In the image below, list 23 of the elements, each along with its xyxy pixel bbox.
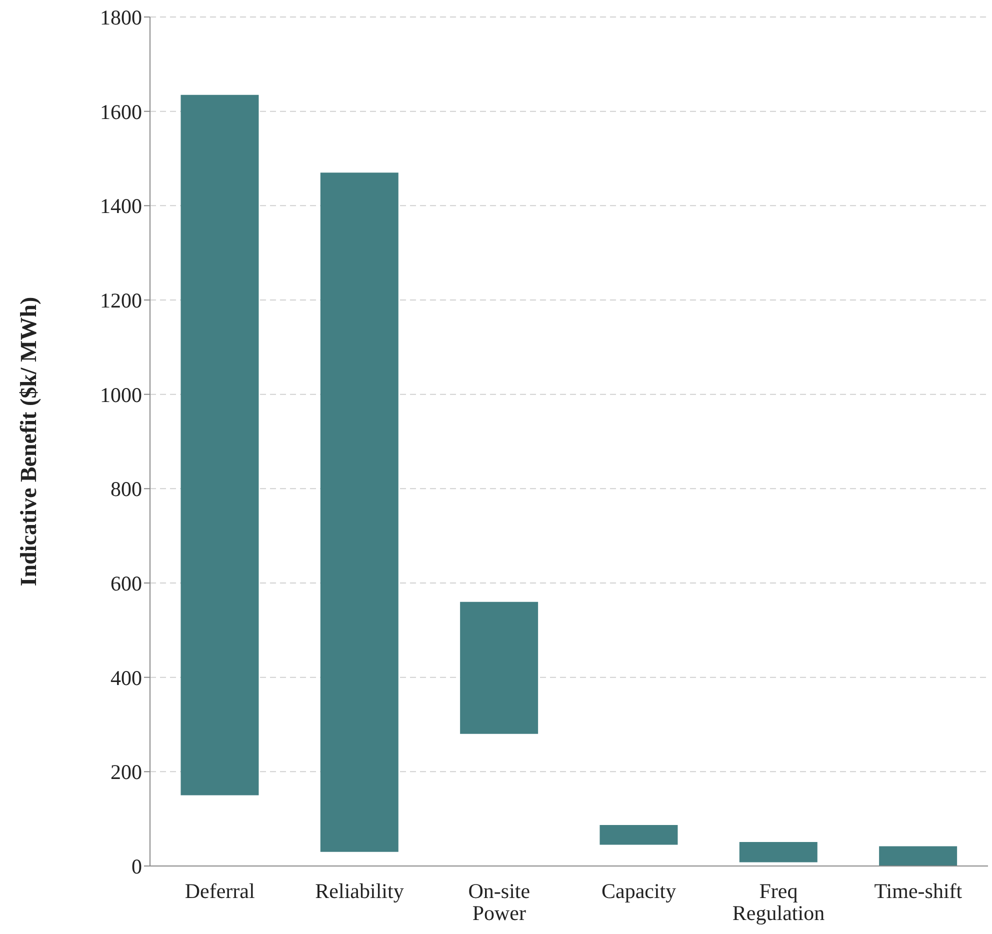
bar — [320, 172, 398, 852]
bar — [460, 602, 538, 734]
y-tick-label: 1600 — [100, 100, 142, 124]
y-tick-label: 1800 — [100, 5, 142, 30]
bar — [879, 846, 958, 866]
x-tick-label: Deferral — [184, 879, 255, 903]
y-tick-label: 400 — [110, 666, 142, 690]
y-tick-label: 600 — [110, 571, 142, 596]
y-tick-label: 0 — [132, 854, 142, 878]
x-tick-label: On-site Power — [468, 879, 530, 925]
y-tick-label: 1200 — [100, 288, 142, 312]
y-axis-title: Indicative Benefit ($k/ MWh) — [16, 296, 42, 586]
x-tick-label: Time-shift — [874, 879, 962, 903]
bar — [600, 824, 678, 845]
x-tick-label: Reliability — [315, 879, 404, 903]
x-tick-label: Freq Regulation — [732, 879, 826, 925]
y-tick-label: 800 — [110, 477, 142, 502]
y-tick-label: 1400 — [100, 194, 142, 218]
y-tick-label: 200 — [110, 760, 142, 784]
y-tick-label: 1000 — [100, 382, 142, 407]
bar — [739, 842, 818, 862]
x-tick-label: Capacity — [602, 879, 677, 903]
bar — [180, 94, 259, 796]
